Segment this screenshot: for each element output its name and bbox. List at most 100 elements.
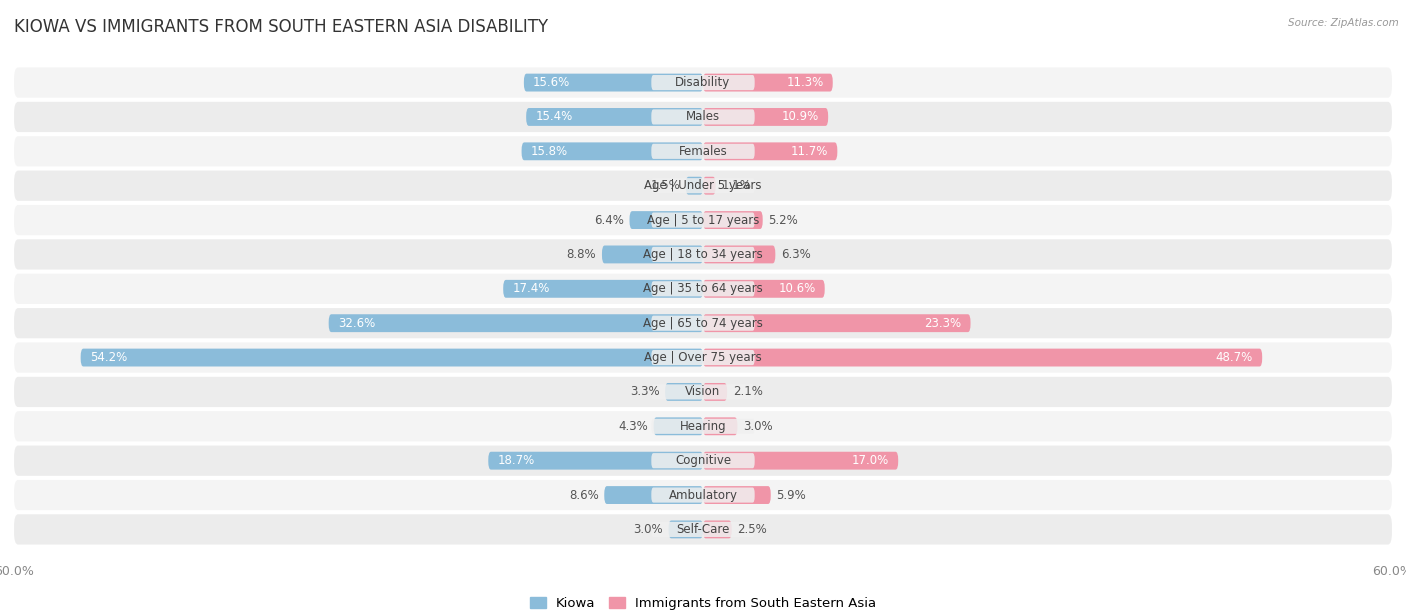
Text: Hearing: Hearing <box>679 420 727 433</box>
FancyBboxPatch shape <box>703 314 970 332</box>
Text: 18.7%: 18.7% <box>498 454 534 467</box>
FancyBboxPatch shape <box>703 143 838 160</box>
Text: Females: Females <box>679 145 727 158</box>
FancyBboxPatch shape <box>602 245 703 263</box>
Text: Ambulatory: Ambulatory <box>668 488 738 502</box>
FancyBboxPatch shape <box>686 177 703 195</box>
Text: Cognitive: Cognitive <box>675 454 731 467</box>
FancyBboxPatch shape <box>703 349 1263 367</box>
FancyBboxPatch shape <box>669 520 703 539</box>
Text: Males: Males <box>686 110 720 124</box>
FancyBboxPatch shape <box>651 110 755 124</box>
Text: 10.6%: 10.6% <box>779 282 815 296</box>
FancyBboxPatch shape <box>651 316 755 330</box>
Text: 15.8%: 15.8% <box>531 145 568 158</box>
FancyBboxPatch shape <box>703 486 770 504</box>
FancyBboxPatch shape <box>651 212 755 228</box>
FancyBboxPatch shape <box>14 136 1392 166</box>
FancyBboxPatch shape <box>703 520 731 539</box>
Legend: Kiowa, Immigrants from South Eastern Asia: Kiowa, Immigrants from South Eastern Asi… <box>524 592 882 612</box>
FancyBboxPatch shape <box>488 452 703 469</box>
Text: 1.1%: 1.1% <box>721 179 751 192</box>
Text: Age | 35 to 64 years: Age | 35 to 64 years <box>643 282 763 296</box>
FancyBboxPatch shape <box>651 144 755 159</box>
FancyBboxPatch shape <box>703 177 716 195</box>
FancyBboxPatch shape <box>654 417 703 435</box>
FancyBboxPatch shape <box>14 171 1392 201</box>
FancyBboxPatch shape <box>703 211 762 229</box>
Text: 6.4%: 6.4% <box>593 214 624 226</box>
Text: 1.5%: 1.5% <box>651 179 681 192</box>
FancyBboxPatch shape <box>703 245 775 263</box>
Text: Age | Under 5 years: Age | Under 5 years <box>644 179 762 192</box>
Text: 2.1%: 2.1% <box>733 386 762 398</box>
Text: 10.9%: 10.9% <box>782 110 818 124</box>
FancyBboxPatch shape <box>522 143 703 160</box>
FancyBboxPatch shape <box>703 383 727 401</box>
Text: 15.6%: 15.6% <box>533 76 571 89</box>
FancyBboxPatch shape <box>14 67 1392 98</box>
Text: 32.6%: 32.6% <box>337 316 375 330</box>
FancyBboxPatch shape <box>651 488 755 502</box>
Text: Vision: Vision <box>685 386 721 398</box>
Text: 15.4%: 15.4% <box>536 110 572 124</box>
FancyBboxPatch shape <box>503 280 703 298</box>
Text: Age | 5 to 17 years: Age | 5 to 17 years <box>647 214 759 226</box>
Text: 54.2%: 54.2% <box>90 351 127 364</box>
FancyBboxPatch shape <box>605 486 703 504</box>
FancyBboxPatch shape <box>651 453 755 468</box>
Text: Age | 65 to 74 years: Age | 65 to 74 years <box>643 316 763 330</box>
FancyBboxPatch shape <box>14 446 1392 476</box>
Text: 17.4%: 17.4% <box>512 282 550 296</box>
FancyBboxPatch shape <box>651 350 755 365</box>
FancyBboxPatch shape <box>651 247 755 262</box>
FancyBboxPatch shape <box>14 274 1392 304</box>
Text: Self-Care: Self-Care <box>676 523 730 536</box>
FancyBboxPatch shape <box>651 522 755 537</box>
FancyBboxPatch shape <box>665 383 703 401</box>
Text: 3.0%: 3.0% <box>744 420 773 433</box>
Text: 5.9%: 5.9% <box>776 488 806 502</box>
FancyBboxPatch shape <box>651 75 755 90</box>
Text: 8.6%: 8.6% <box>569 488 599 502</box>
Text: Disability: Disability <box>675 76 731 89</box>
FancyBboxPatch shape <box>329 314 703 332</box>
Text: 8.8%: 8.8% <box>567 248 596 261</box>
FancyBboxPatch shape <box>14 308 1392 338</box>
FancyBboxPatch shape <box>651 384 755 400</box>
FancyBboxPatch shape <box>80 349 703 367</box>
Text: 2.5%: 2.5% <box>738 523 768 536</box>
FancyBboxPatch shape <box>14 480 1392 510</box>
FancyBboxPatch shape <box>703 73 832 92</box>
Text: 17.0%: 17.0% <box>852 454 889 467</box>
Text: 48.7%: 48.7% <box>1216 351 1253 364</box>
FancyBboxPatch shape <box>14 514 1392 545</box>
FancyBboxPatch shape <box>703 452 898 469</box>
FancyBboxPatch shape <box>526 108 703 126</box>
Text: KIOWA VS IMMIGRANTS FROM SOUTH EASTERN ASIA DISABILITY: KIOWA VS IMMIGRANTS FROM SOUTH EASTERN A… <box>14 18 548 36</box>
FancyBboxPatch shape <box>703 108 828 126</box>
Text: 23.3%: 23.3% <box>924 316 962 330</box>
Text: 11.7%: 11.7% <box>790 145 828 158</box>
Text: 4.3%: 4.3% <box>619 420 648 433</box>
FancyBboxPatch shape <box>14 239 1392 269</box>
Text: 3.3%: 3.3% <box>630 386 659 398</box>
FancyBboxPatch shape <box>703 280 825 298</box>
FancyBboxPatch shape <box>14 411 1392 441</box>
FancyBboxPatch shape <box>651 419 755 434</box>
FancyBboxPatch shape <box>14 102 1392 132</box>
Text: 11.3%: 11.3% <box>786 76 824 89</box>
FancyBboxPatch shape <box>651 282 755 296</box>
Text: 6.3%: 6.3% <box>782 248 811 261</box>
Text: Age | 18 to 34 years: Age | 18 to 34 years <box>643 248 763 261</box>
FancyBboxPatch shape <box>524 73 703 92</box>
Text: Source: ZipAtlas.com: Source: ZipAtlas.com <box>1288 18 1399 28</box>
FancyBboxPatch shape <box>630 211 703 229</box>
FancyBboxPatch shape <box>14 205 1392 235</box>
FancyBboxPatch shape <box>14 377 1392 407</box>
FancyBboxPatch shape <box>14 343 1392 373</box>
FancyBboxPatch shape <box>651 178 755 193</box>
Text: Age | Over 75 years: Age | Over 75 years <box>644 351 762 364</box>
Text: 5.2%: 5.2% <box>769 214 799 226</box>
Text: 3.0%: 3.0% <box>633 523 662 536</box>
